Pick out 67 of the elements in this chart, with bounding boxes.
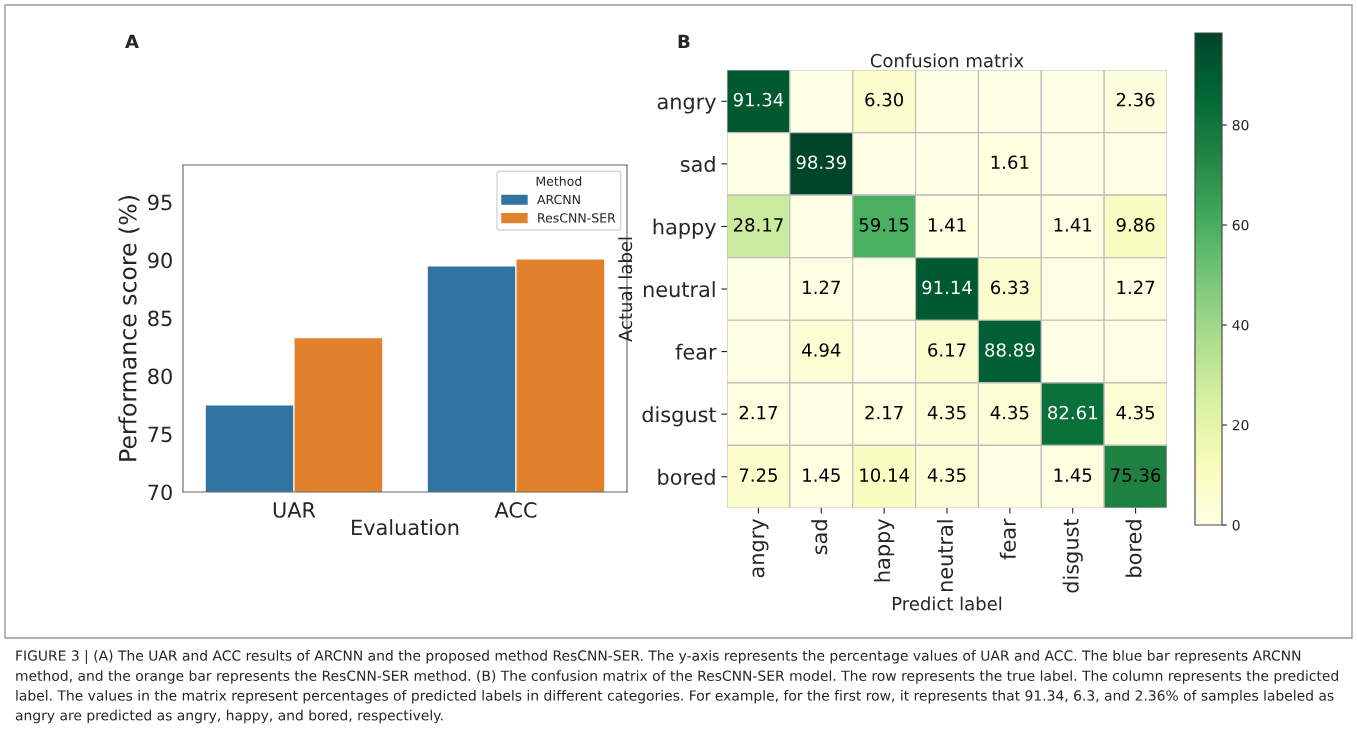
data-label: 88.89 — [985, 343, 1035, 357]
data-label: 2.36 — [1116, 92, 1155, 107]
y-tick-label: 90 — [148, 252, 172, 269]
data-label: 1.45 — [1054, 468, 1092, 482]
color-bar-label: 0 — [1232, 519, 1240, 531]
data-label: 6.30 — [865, 92, 904, 107]
y-tick-label: disgust — [642, 406, 717, 427]
data-label: 1.45 — [803, 468, 840, 482]
data-label: 7.25 — [739, 468, 777, 482]
y-tick-label: happy — [653, 218, 716, 239]
chart-title: Confusion matrix — [870, 53, 1024, 68]
y-tick-label: 75 — [148, 426, 172, 443]
data-label: 6.17 — [928, 343, 966, 357]
y-tick-label: angry — [657, 97, 716, 114]
data-label: 9.86 — [1116, 218, 1155, 232]
x-tick-label: fear — [999, 518, 1016, 560]
data-label: 4.35 — [927, 405, 966, 420]
x-tick-label: neutral — [936, 520, 954, 592]
data-label: 2.17 — [739, 405, 777, 420]
data-label: 1.27 — [1117, 280, 1155, 294]
data-label: 1.41 — [1054, 218, 1092, 232]
data-label: 59.15 — [859, 218, 909, 232]
y-tick-label: bored — [658, 468, 715, 485]
caption: FIGURE 3 | (A) The UAR and ACC results of ARCNN and the proposed method ResCNN-SER. The y-axis represents the percentage values of UAR and ACC. The blue bar represents ARCNN method, and the orange bar represents the ResCNN-SER method. (B) The confusion matrix of the ResCNN-SER model. The row represents the true label. The column represents the predicted label. The values in the matrix represent percentages of predicted labels in different categories. For example, for the first row, it represents that 91.34, 6.3, and 2.36% of samples labeled as angry are predicted as angry, happy, and bored, respectively. — [15, 650, 1338, 724]
data-label: 28.17 — [733, 218, 783, 232]
text: B — [678, 34, 690, 48]
y-tick-label: sad — [680, 155, 715, 173]
x-tick-label: ACC — [494, 502, 537, 518]
data-label: 4.35 — [1116, 405, 1155, 420]
text: A — [125, 34, 139, 48]
data-label: 4.94 — [802, 343, 841, 357]
legend-label: ResCNN-SER — [538, 213, 616, 223]
data-label: 98.39 — [796, 155, 846, 170]
data-label: 2.17 — [865, 405, 903, 420]
x-tick-label: disgust — [1062, 518, 1083, 593]
x-tick-label: UAR — [273, 502, 316, 518]
data-label: 4.35 — [927, 468, 966, 482]
x-tick-label: angry — [752, 519, 769, 578]
data-label: 91.14 — [922, 280, 972, 295]
data-label: 1.27 — [803, 280, 840, 294]
y-tick-label: 80 — [148, 368, 172, 385]
color-bar-label: 40 — [1232, 319, 1249, 331]
x-tick-label: bored — [1125, 520, 1142, 577]
data-label: 75.36 — [1111, 468, 1161, 482]
data-label: 91.34 — [733, 92, 784, 107]
y-tick-label: 85 — [148, 310, 172, 327]
data-label: 10.14 — [860, 468, 909, 482]
color-bar-label: 60 — [1232, 219, 1249, 231]
x-axis-title: Predict label — [892, 596, 1002, 611]
data-label: 6.33 — [991, 280, 1029, 295]
data-label: 82.61 — [1048, 405, 1097, 420]
y-tick-label: 70 — [148, 484, 172, 501]
y-tick-label: neutral — [643, 281, 715, 298]
data-label: 1.41 — [928, 218, 966, 232]
x-tick-label: happy — [874, 519, 895, 582]
legend-label: ARCNN — [537, 194, 580, 205]
y-tick-label: fear — [675, 343, 717, 360]
legend-title: Method — [536, 176, 582, 186]
data-label: 4.35 — [990, 405, 1029, 420]
y-axis-title: Actual label — [618, 237, 633, 342]
data-label: 1.61 — [991, 155, 1029, 170]
y-tick-label: 95 — [148, 194, 172, 211]
y-axis-title: Performance score (%) — [118, 196, 140, 461]
color-bar-label: 20 — [1232, 419, 1249, 431]
x-tick-label: sad — [811, 520, 828, 555]
x-axis-title: Evaluation — [352, 519, 459, 536]
color-bar-label: 80 — [1232, 119, 1249, 131]
